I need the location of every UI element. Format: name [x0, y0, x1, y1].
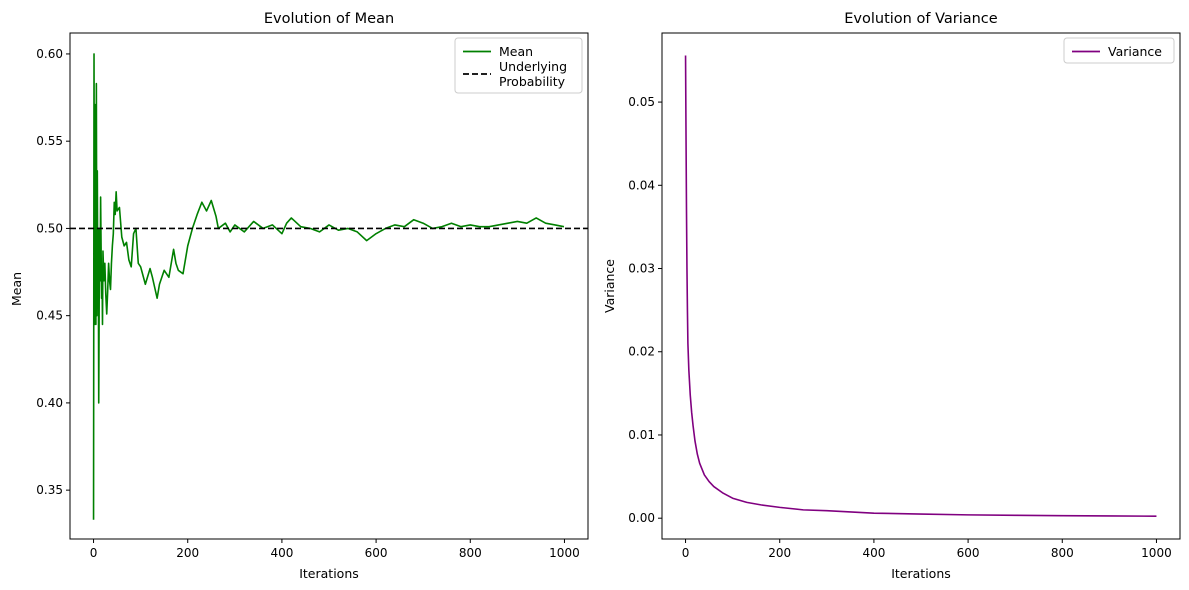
mean-xtick-label: 600: [365, 546, 388, 560]
variance-ytick-label: 0.05: [628, 95, 655, 109]
variance-ytick-label: 0.04: [628, 178, 655, 192]
variance-xtick-label: 400: [862, 546, 885, 560]
mean-chart-xlabel: Iterations: [299, 566, 359, 581]
variance-chart: Evolution of Variance Iterations Varianc…: [602, 11, 1181, 581]
mean-ytick-label: 0.55: [36, 134, 63, 148]
variance-chart-title: Evolution of Variance: [844, 11, 998, 27]
mean-ytick-label: 0.35: [36, 483, 63, 497]
variance-xtick-label: 600: [957, 546, 980, 560]
mean-xtick-label: 0: [90, 546, 98, 560]
mean-xtick-label: 800: [459, 546, 482, 560]
variance-legend-box: [1063, 37, 1175, 64]
variance-ytick-label: 0.02: [628, 345, 655, 359]
mean-legend-label: Underlying: [499, 59, 567, 74]
mean-ytick-label: 0.50: [36, 221, 63, 235]
variance-ytick-label: 0.00: [628, 511, 655, 525]
variance-ytick-label: 0.03: [628, 262, 655, 276]
variance-chart-xlabel: Iterations: [891, 566, 951, 581]
mean-legend-label: Probability: [499, 74, 566, 89]
mean-ytick-label: 0.45: [36, 309, 63, 323]
mean-ytick-label: 0.60: [36, 47, 63, 61]
variance-ytick-label: 0.01: [628, 428, 655, 442]
variance-series-variance-line: [684, 55, 1157, 518]
mean-axes-frame: [69, 32, 589, 540]
variance-xtick-label: 0: [682, 546, 690, 560]
mean-xtick-label: 400: [270, 546, 293, 560]
variance-axes-frame: [661, 32, 1181, 540]
variance-chart-ylabel: Variance: [602, 259, 617, 313]
mean-xtick-label: 1000: [549, 546, 580, 560]
mean-series-mean-line: [92, 53, 565, 520]
mean-chart: Evolution of Mean Iterations Mean 0 200 40…: [9, 11, 589, 581]
variance-legend-label: Variance: [1108, 44, 1162, 59]
variance-xtick-label: 1000: [1141, 546, 1172, 560]
mean-chart-title: Evolution of Mean: [264, 11, 394, 27]
mean-ytick-label: 0.40: [36, 396, 63, 410]
mean-legend-label: Mean: [499, 44, 533, 59]
variance-xtick-label: 800: [1051, 546, 1074, 560]
mean-xtick-label: 200: [176, 546, 199, 560]
variance-xtick-label: 200: [768, 546, 791, 560]
mean-chart-ylabel: Mean: [9, 272, 24, 306]
